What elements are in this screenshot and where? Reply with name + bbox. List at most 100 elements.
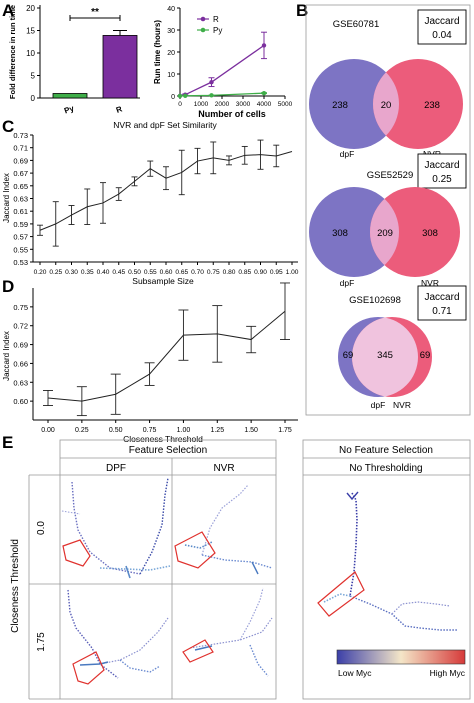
a1-ylabel: Fold difference in run time (8, 5, 17, 99)
venn-1-nvr-set (373, 59, 463, 149)
venn-3: GSE102698 Jaccard 0.71 69 345 69 dpF NVR (338, 285, 467, 410)
c-ytick-label: 0.55 (13, 245, 28, 254)
a2-ylabel: Run time (hours) (153, 20, 162, 84)
c-xtick-label: 0.80 (223, 269, 236, 276)
a1-ytick-label: 10 (26, 49, 35, 58)
c-xtick-label: 0.60 (160, 269, 173, 276)
a2-point-r (261, 43, 267, 48)
panel-e: Feature Selection DPF NVR Closeness Thre… (10, 439, 471, 700)
c-xtick-label: 0.35 (81, 269, 94, 276)
venn-1-left-count: 238 (332, 100, 348, 111)
panel-label-c: C (2, 117, 14, 136)
a1-ytick-label: 0 (31, 94, 36, 103)
c-ytick-label: 0.59 (13, 220, 28, 229)
venn-1-dataset: GSE60781 (333, 19, 379, 30)
venn-2-overlap-count: 209 (377, 228, 393, 239)
trajectory-nvr-1 (182, 587, 273, 677)
c-xtick-label: 0.55 (144, 269, 157, 276)
a2-point-py (177, 93, 183, 99)
highlight-dpf-0 (62, 539, 91, 567)
panel-label-d: D (2, 277, 14, 296)
venn-2-left-label: dpF (340, 278, 355, 288)
a2-ytick-label: 10 (167, 72, 175, 79)
venn-3-dataset: GSE102698 (349, 295, 401, 306)
venn-2: GSE52529 Jaccard 0.25 308 209 308 dpF NV… (309, 153, 467, 288)
c-xtick-label: 0.70 (191, 269, 204, 276)
c-xtick-label: 0.50 (128, 269, 141, 276)
a2-ytick-label: 30 (167, 28, 175, 35)
a1-significance: ** (91, 7, 99, 18)
venn-2-dataset: GSE52529 (367, 170, 413, 181)
c-xtick-label: 0.95 (270, 269, 283, 276)
d-xtick-label: 0.75 (143, 427, 157, 434)
a2-ytick-label: 0 (171, 94, 175, 101)
d-xtick-label: 1.50 (244, 427, 258, 434)
venn-1-dpf-set (309, 59, 399, 149)
panel-label-e: E (2, 433, 13, 452)
c-xtick-label: 0.85 (238, 269, 251, 276)
trajectory-nvr-0 (174, 484, 273, 575)
c-xtick-label: 0.90 (254, 269, 267, 276)
colorbar-high: High Myc (430, 668, 466, 678)
e-group-feature: Feature Selection (129, 445, 207, 456)
a2-xtick-label: 3000 (236, 101, 251, 108)
c-ytick-label: 0.69 (13, 156, 28, 165)
c-ytick-label: 0.71 (13, 144, 28, 153)
a2-ytick-label: 20 (167, 50, 175, 57)
a1-xtick-py: Py (63, 104, 76, 116)
venn-2-right-label: NVR (421, 278, 439, 288)
a1-ytick-label: 5 (31, 72, 36, 81)
venn-1-jaccard-value: 0.04 (432, 30, 452, 41)
c-xtick-label: 0.25 (49, 269, 62, 276)
c-xtick-label: 0.30 (65, 269, 78, 276)
d-xlabel: Closeness Threshold (123, 434, 203, 444)
a2-legend-py: Py (213, 26, 222, 35)
venn-2-left-count: 308 (332, 228, 348, 239)
a2-legend-r: R (213, 15, 219, 24)
a2-xtick-label: 1000 (194, 101, 209, 108)
c-title: NVR and dpF Set Similarity (113, 120, 217, 130)
c-xtick-label: 0.45 (112, 269, 125, 276)
d-xtick-label: 0.25 (75, 427, 89, 434)
a2-point-py (261, 90, 267, 96)
e-col-nvr: NVR (213, 463, 234, 474)
a1-ytick-label: 20 (26, 4, 35, 13)
a2-legend: R Py (197, 15, 222, 35)
d-series-line (47, 310, 286, 402)
a2-ytick-label: 40 (167, 6, 175, 13)
trajectory-dpf-1 (67, 589, 169, 685)
venn-1-left-label: dpF (340, 149, 355, 159)
venn-1-overlap-count: 20 (381, 100, 392, 111)
a2-xtick-label: 2000 (215, 101, 230, 108)
panel-label-a: A (2, 1, 14, 20)
c-ytick-label: 0.73 (13, 131, 28, 140)
d-ytick-label: 0.69 (13, 341, 28, 350)
d-ytick-label: 0.75 (13, 303, 28, 312)
panel-label-b: B (296, 1, 308, 20)
d-ytick-label: 0.60 (13, 397, 28, 406)
chart-d: Jaccard Index Closeness Threshold 0.60 0.… (2, 282, 298, 444)
c-xtick-label: 1.00 (286, 269, 299, 276)
chart-c: NVR and dpF Set Similarity Jaccard Index… (2, 120, 299, 286)
c-xtick-label: 0.40 (97, 269, 110, 276)
venn-3-left-label: dpF (371, 400, 386, 410)
venn-2-jaccard-label: Jaccard (424, 160, 459, 171)
c-ylabel: Jaccard Index (2, 173, 11, 223)
c-ytick-label: 0.53 (13, 258, 28, 267)
a1-ytick-label: 15 (26, 27, 35, 36)
colorbar (336, 649, 466, 665)
e-row-0: 0.0 (36, 521, 47, 535)
trajectory-dpf-0 (61, 477, 171, 579)
highlight-nvr-1 (182, 639, 214, 663)
a2-point-r (209, 79, 214, 85)
panel-b: GSE60781 Jaccard 0.04 238 20 238 dpF NVR… (305, 4, 471, 416)
e-row-axis: Closeness Threshold (10, 539, 21, 633)
venn-1-right-count: 238 (424, 100, 440, 111)
a2-series-r (179, 44, 265, 97)
highlight-dpf-1 (72, 651, 105, 685)
e-col-no-thresh: No Thresholding (349, 463, 422, 474)
a1-xtick-r: R (115, 104, 124, 115)
a2-series-py (179, 92, 265, 97)
d-ytick-label: 0.72 (13, 322, 28, 331)
venn-1-jaccard-label: Jaccard (424, 16, 459, 27)
